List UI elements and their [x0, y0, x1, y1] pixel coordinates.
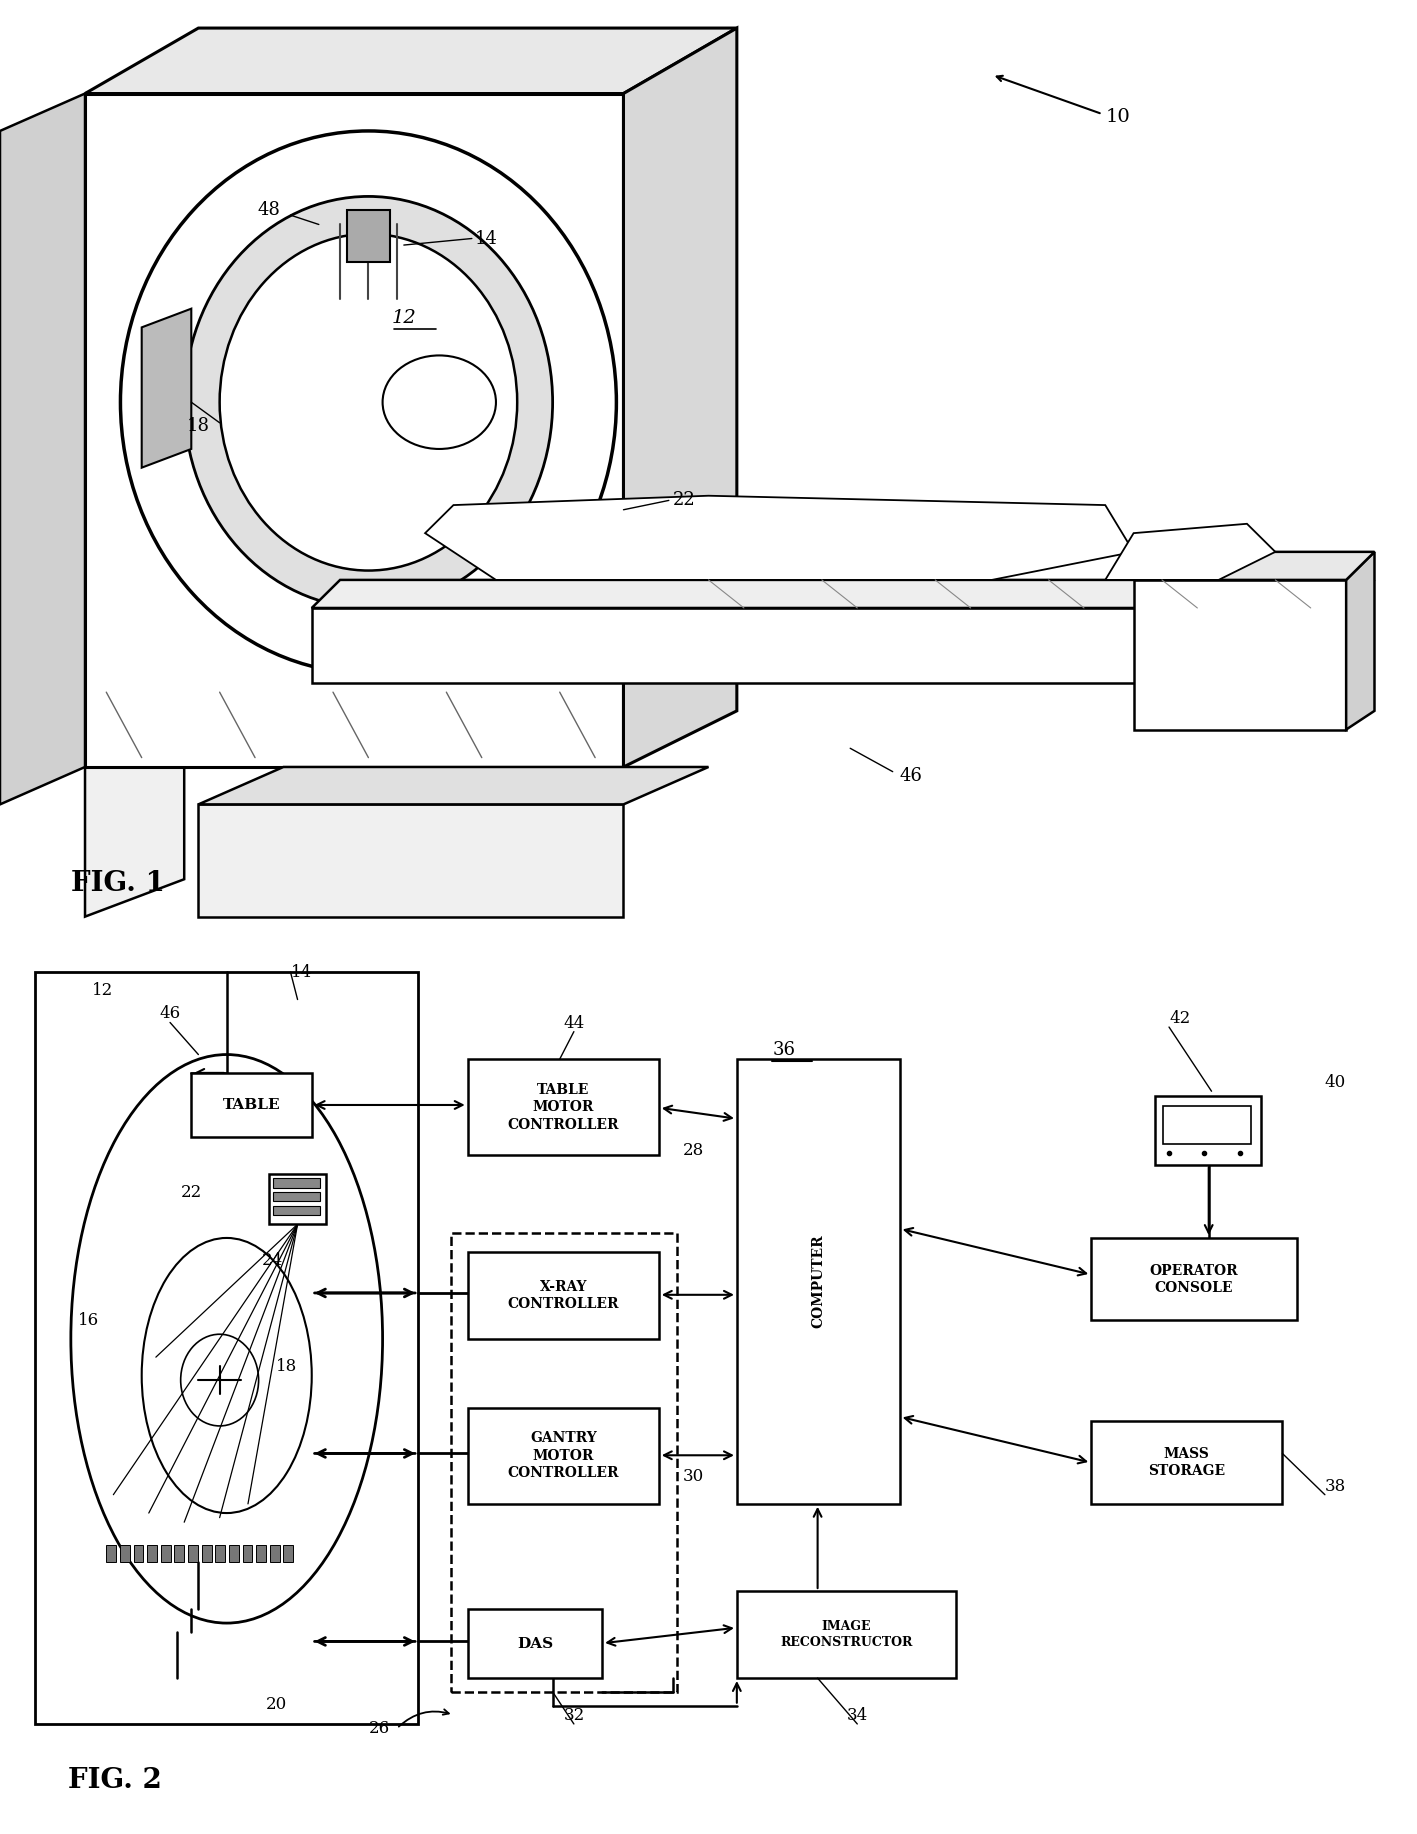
Text: 40: 40 [1325, 1073, 1346, 1091]
Text: 32: 32 [564, 1707, 584, 1724]
Text: IMAGE
RECONSTRUCTOR: IMAGE RECONSTRUCTOR [781, 1619, 913, 1649]
Text: 22: 22 [673, 492, 696, 510]
Text: 26: 26 [368, 1720, 390, 1737]
FancyBboxPatch shape [191, 1073, 312, 1137]
Polygon shape [1105, 525, 1275, 580]
Text: 36: 36 [772, 1042, 795, 1058]
Text: FIG. 1: FIG. 1 [71, 871, 164, 897]
FancyBboxPatch shape [273, 1192, 320, 1201]
FancyBboxPatch shape [242, 1544, 252, 1563]
Text: 34: 34 [847, 1707, 867, 1724]
Text: 14: 14 [290, 963, 312, 981]
Text: 18: 18 [276, 1357, 298, 1376]
Text: 12: 12 [391, 308, 417, 326]
Text: 14: 14 [475, 229, 497, 248]
Polygon shape [1134, 552, 1374, 580]
FancyBboxPatch shape [188, 1544, 198, 1563]
Polygon shape [198, 805, 623, 917]
FancyBboxPatch shape [106, 1544, 116, 1563]
FancyBboxPatch shape [1155, 1097, 1261, 1165]
Polygon shape [312, 580, 1374, 609]
Text: 44: 44 [564, 1014, 584, 1031]
Polygon shape [0, 94, 85, 805]
Polygon shape [198, 767, 708, 805]
FancyBboxPatch shape [147, 1544, 157, 1563]
FancyBboxPatch shape [120, 1544, 130, 1563]
Text: DAS: DAS [517, 1636, 553, 1651]
Text: FIG. 2: FIG. 2 [68, 1768, 162, 1794]
Text: 46: 46 [900, 767, 922, 785]
FancyBboxPatch shape [468, 1251, 659, 1339]
FancyBboxPatch shape [215, 1544, 225, 1563]
Text: OPERATOR
CONSOLE: OPERATOR CONSOLE [1149, 1264, 1238, 1295]
Text: 20: 20 [266, 1696, 286, 1713]
Text: 42: 42 [1169, 1011, 1190, 1027]
FancyBboxPatch shape [1091, 1421, 1282, 1504]
Polygon shape [1134, 580, 1346, 730]
Polygon shape [85, 28, 737, 94]
Ellipse shape [120, 130, 616, 673]
FancyBboxPatch shape [174, 1544, 184, 1563]
Text: 48: 48 [258, 202, 281, 220]
FancyBboxPatch shape [35, 972, 418, 1724]
Text: 30: 30 [683, 1467, 704, 1486]
FancyBboxPatch shape [273, 1207, 320, 1214]
FancyBboxPatch shape [230, 1544, 239, 1563]
Text: COMPUTER: COMPUTER [812, 1234, 825, 1328]
Polygon shape [1346, 552, 1374, 730]
Polygon shape [425, 495, 1134, 580]
FancyBboxPatch shape [468, 1058, 659, 1155]
Text: 24: 24 [262, 1253, 283, 1269]
FancyBboxPatch shape [160, 1544, 170, 1563]
FancyBboxPatch shape [737, 1590, 956, 1678]
Text: 10: 10 [1105, 108, 1129, 127]
FancyBboxPatch shape [269, 1174, 326, 1225]
Text: TABLE: TABLE [222, 1099, 281, 1111]
FancyBboxPatch shape [283, 1544, 293, 1563]
Text: 46: 46 [160, 1005, 180, 1023]
Text: TABLE
MOTOR
CONTROLLER: TABLE MOTOR CONTROLLER [507, 1084, 619, 1132]
FancyBboxPatch shape [269, 1544, 279, 1563]
Polygon shape [85, 94, 623, 767]
Text: 18: 18 [187, 416, 210, 435]
FancyBboxPatch shape [737, 1058, 900, 1504]
Text: X-RAY
CONTROLLER: X-RAY CONTROLLER [507, 1280, 619, 1311]
Ellipse shape [383, 356, 496, 449]
FancyBboxPatch shape [256, 1544, 266, 1563]
FancyBboxPatch shape [1091, 1238, 1297, 1320]
Polygon shape [85, 730, 184, 917]
Polygon shape [142, 308, 191, 468]
FancyBboxPatch shape [133, 1544, 143, 1563]
Text: 38: 38 [1325, 1478, 1346, 1495]
Text: 22: 22 [181, 1183, 201, 1201]
FancyBboxPatch shape [468, 1409, 659, 1504]
FancyBboxPatch shape [201, 1544, 211, 1563]
Ellipse shape [220, 233, 517, 570]
Polygon shape [312, 609, 1346, 682]
Polygon shape [623, 28, 737, 767]
Text: 28: 28 [683, 1143, 704, 1159]
Ellipse shape [184, 196, 553, 609]
FancyBboxPatch shape [347, 211, 390, 262]
Text: 16: 16 [78, 1311, 99, 1330]
FancyBboxPatch shape [273, 1177, 320, 1188]
Ellipse shape [181, 1335, 258, 1427]
Text: GANTRY
MOTOR
CONTROLLER: GANTRY MOTOR CONTROLLER [507, 1432, 619, 1480]
FancyBboxPatch shape [1163, 1106, 1251, 1144]
FancyBboxPatch shape [468, 1610, 602, 1678]
Ellipse shape [71, 1055, 383, 1623]
Ellipse shape [142, 1238, 312, 1513]
Text: 12: 12 [92, 981, 113, 1000]
Text: MASS
STORAGE: MASS STORAGE [1148, 1447, 1226, 1478]
